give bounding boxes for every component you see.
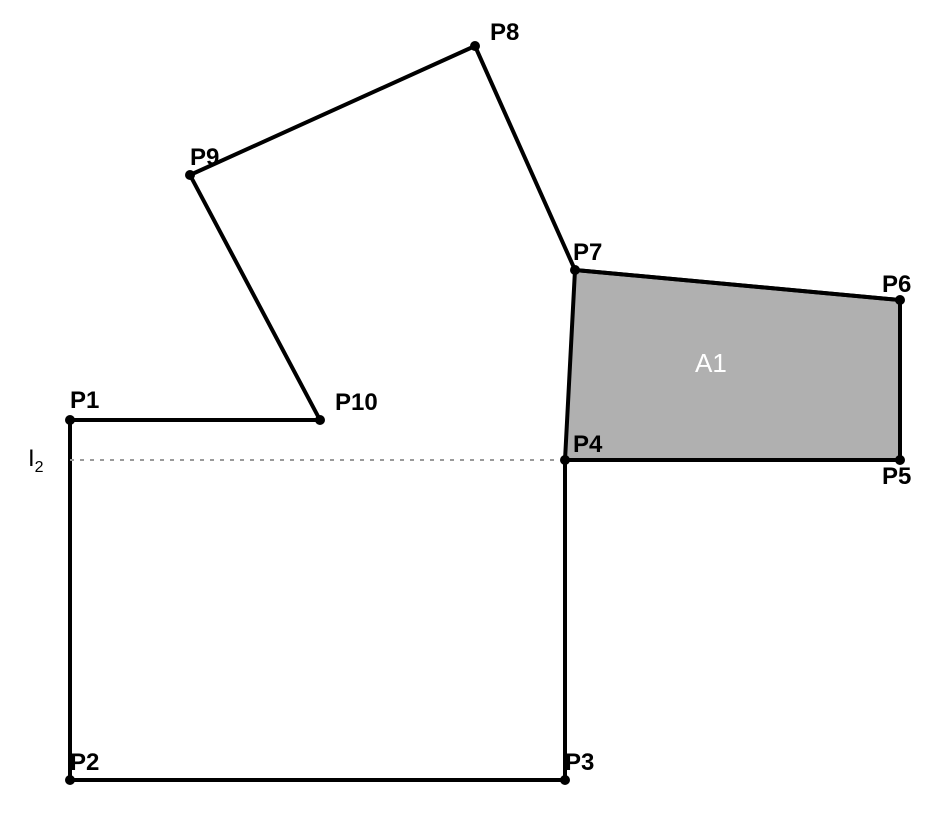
vertex-label-p8: P8 bbox=[490, 19, 519, 46]
area-a1-label: A1 bbox=[695, 348, 727, 378]
vertex-label-p3: P3 bbox=[565, 749, 594, 776]
vertex-label-p5: P5 bbox=[882, 463, 911, 490]
vertex-p3 bbox=[560, 775, 570, 785]
vertex-p9 bbox=[185, 170, 195, 180]
area-a1-polygon bbox=[565, 270, 900, 460]
vertex-label-p7: P7 bbox=[573, 239, 602, 266]
vertex-p1 bbox=[65, 415, 75, 425]
vertex-p7 bbox=[570, 265, 580, 275]
vertex-p10 bbox=[315, 415, 325, 425]
vertex-p8 bbox=[470, 41, 480, 51]
vertex-label-p9: P9 bbox=[190, 144, 219, 171]
vertex-p2 bbox=[65, 775, 75, 785]
geometry-diagram: P1 P2 P3 P4 P5 P6 P7 P8 P9 P10 A1 I2 bbox=[0, 0, 940, 826]
vertex-label-p10: P10 bbox=[335, 389, 378, 416]
vertex-label-p1: P1 bbox=[70, 387, 99, 414]
vertex-label-p6: P6 bbox=[882, 271, 911, 298]
vertex-label-p2: P2 bbox=[70, 749, 99, 776]
vertex-p4 bbox=[560, 455, 570, 465]
vertex-label-p4: P4 bbox=[573, 431, 603, 458]
dashed-line-label: I2 bbox=[28, 445, 44, 476]
